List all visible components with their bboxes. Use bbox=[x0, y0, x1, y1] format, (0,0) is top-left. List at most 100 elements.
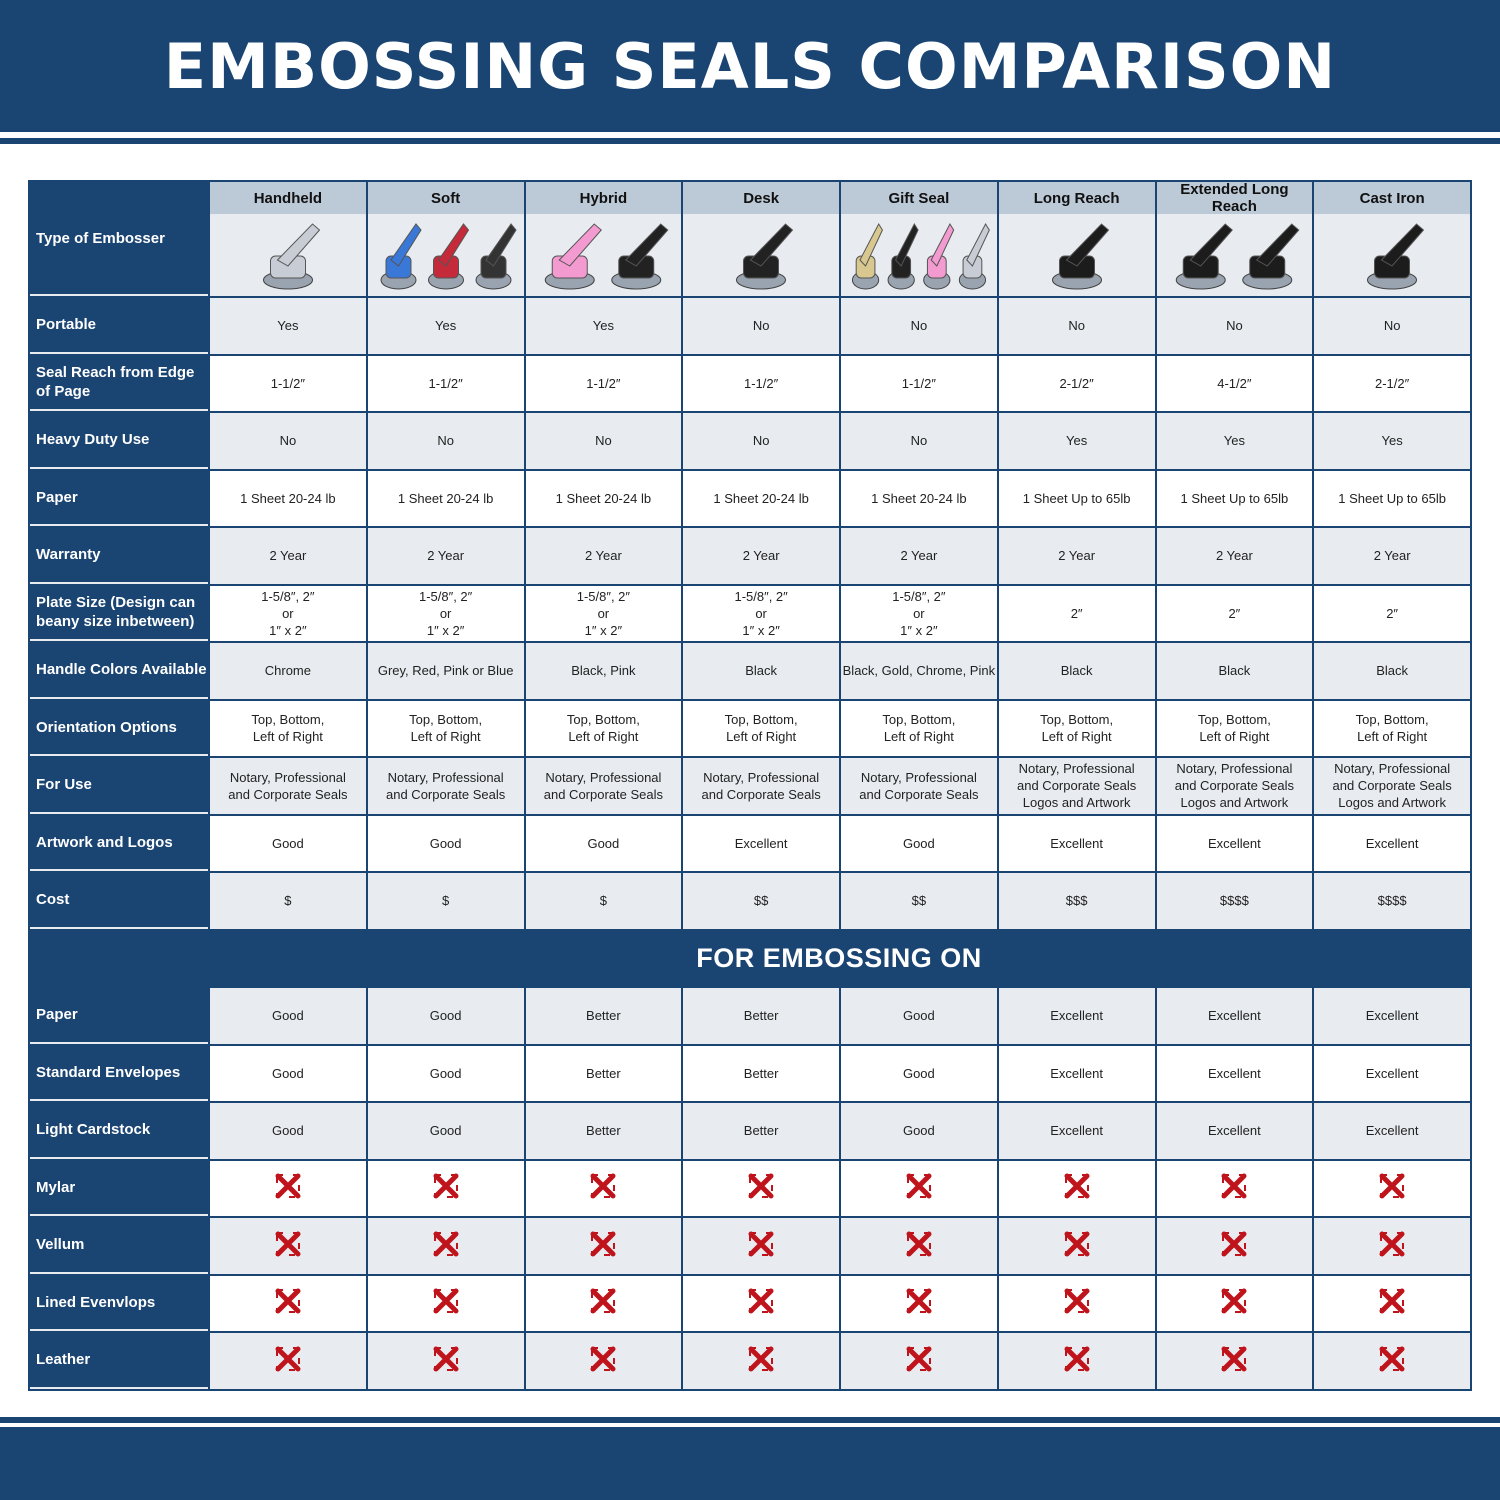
row-label: Cost bbox=[30, 873, 208, 929]
table-row: Cost $ $ $ $$ $$ $$$ $$$$ $$$$ bbox=[30, 871, 1470, 929]
red-x-icon bbox=[747, 1287, 775, 1319]
embosser-image bbox=[686, 214, 836, 296]
table-cell: 2″ bbox=[996, 585, 1155, 641]
table-cell: Excellent bbox=[996, 988, 1155, 1044]
table-cell: 1-5/8″, 2″ or 1″ x 2″ bbox=[208, 585, 366, 641]
table-cell: Good bbox=[365, 988, 524, 1044]
table-cell: 2 Year bbox=[1154, 528, 1313, 584]
table-cell: $$$ bbox=[996, 873, 1155, 929]
table-row: Paper 1 Sheet 20-24 lb 1 Sheet 20-24 lb 1 S… bbox=[30, 468, 1470, 526]
divider bbox=[0, 138, 1500, 144]
header-row: Type of Embosser Handheld Soft Hybrid Desk Gi… bbox=[30, 181, 1470, 296]
table-cell bbox=[681, 1160, 839, 1216]
table-cell: Good bbox=[365, 1045, 524, 1101]
embosser-image bbox=[213, 214, 363, 296]
red-x-icon bbox=[1063, 1345, 1091, 1377]
table-cell: Excellent bbox=[1154, 988, 1313, 1044]
table-row: Paper Good Good Better Better Good Excellent Ex… bbox=[30, 986, 1470, 1044]
row-label: Orientation Options bbox=[30, 700, 208, 756]
table-cell: Top, Bottom, Left of Right bbox=[523, 700, 682, 756]
red-x-icon bbox=[274, 1287, 302, 1319]
row-label: Lined Evenvlops bbox=[30, 1275, 208, 1331]
table-cell bbox=[365, 1333, 524, 1389]
table-cell: Excellent bbox=[681, 815, 839, 871]
table-cell: Notary, Professional and Corporate Seals bbox=[208, 758, 366, 814]
red-x-icon bbox=[905, 1287, 933, 1319]
column-name: Soft bbox=[367, 182, 524, 214]
table-cell: 1 Sheet 20-24 lb bbox=[839, 470, 997, 526]
column-name: Hybrid bbox=[525, 182, 682, 214]
column-header: Cast Iron bbox=[1312, 182, 1470, 296]
table-cell: 1-5/8″, 2″ or 1″ x 2″ bbox=[365, 585, 524, 641]
red-x-icon bbox=[905, 1345, 933, 1377]
red-x-icon bbox=[1378, 1345, 1406, 1377]
table-cell: No bbox=[523, 413, 682, 469]
table-cell: Black bbox=[1154, 643, 1313, 699]
table-cell bbox=[1312, 1218, 1470, 1274]
table-cell: Notary, Professional and Corporate Seals bbox=[523, 758, 682, 814]
table-cell: No bbox=[681, 413, 839, 469]
red-x-icon bbox=[905, 1230, 933, 1262]
red-x-icon bbox=[1220, 1230, 1248, 1262]
table-cell: $ bbox=[523, 873, 682, 929]
table-cell bbox=[523, 1275, 682, 1331]
table-cell bbox=[839, 1218, 997, 1274]
table-cell: Good bbox=[365, 1103, 524, 1159]
table-cell bbox=[1312, 1333, 1470, 1389]
table-cell bbox=[839, 1160, 997, 1216]
table-cell: $$$$ bbox=[1312, 873, 1470, 929]
table-cell: Excellent bbox=[1154, 815, 1313, 871]
table-cell bbox=[1312, 1160, 1470, 1216]
table-row: Seal Reach from Edge of Page 1-1/2″ 1-1/2″… bbox=[30, 353, 1470, 411]
table-cell: 2 Year bbox=[208, 528, 366, 584]
red-x-icon bbox=[274, 1345, 302, 1377]
row-label: Leather bbox=[30, 1333, 208, 1389]
table-cell: Excellent bbox=[1312, 1103, 1470, 1159]
table-row: Vellum bbox=[30, 1216, 1470, 1274]
column-name: Extended Long Reach bbox=[1156, 181, 1313, 215]
table-cell bbox=[365, 1218, 524, 1274]
table-cell: $ bbox=[208, 873, 366, 929]
row-label: Mylar bbox=[30, 1160, 208, 1216]
red-x-icon bbox=[1220, 1345, 1248, 1377]
row-label: Heavy Duty Use bbox=[30, 413, 208, 469]
row-label: Plate Size (Design can beany size inbetw… bbox=[30, 585, 208, 641]
row-label: Light Cardstock bbox=[30, 1103, 208, 1159]
table-cell bbox=[208, 1275, 366, 1331]
column-header: Extended Long Reach bbox=[1154, 181, 1313, 296]
embosser-image bbox=[1317, 214, 1467, 296]
embosser-image bbox=[1159, 214, 1309, 296]
table-cell bbox=[1154, 1218, 1313, 1274]
red-x-icon bbox=[747, 1230, 775, 1262]
row-label: Portable bbox=[30, 298, 208, 354]
row-label: Type of Embosser bbox=[30, 182, 208, 296]
table-cell: $$ bbox=[681, 873, 839, 929]
column-header: Hybrid bbox=[523, 182, 682, 296]
column-header: Handheld bbox=[208, 182, 366, 296]
table-cell bbox=[1154, 1333, 1313, 1389]
table-cell: Notary, Professional and Corporate Seals… bbox=[996, 758, 1155, 814]
table-cell: Good bbox=[365, 815, 524, 871]
table-cell: 1-5/8″, 2″ or 1″ x 2″ bbox=[681, 585, 839, 641]
table-cell: Yes bbox=[996, 413, 1155, 469]
column-header: Desk bbox=[681, 182, 839, 296]
table-cell: Notary, Professional and Corporate Seals bbox=[365, 758, 524, 814]
table-cell: Top, Bottom, Left of Right bbox=[365, 700, 524, 756]
table-cell bbox=[523, 1218, 682, 1274]
table-cell: $$ bbox=[839, 873, 997, 929]
column-header: Long Reach bbox=[996, 182, 1155, 296]
row-label: Paper bbox=[30, 470, 208, 526]
table-cell: Good bbox=[208, 1103, 366, 1159]
table-cell: Good bbox=[839, 815, 997, 871]
table-cell bbox=[1154, 1275, 1313, 1331]
table-cell: No bbox=[1154, 298, 1313, 354]
table-cell: Better bbox=[681, 1045, 839, 1101]
table-cell: Grey, Red, Pink or Blue bbox=[365, 643, 524, 699]
embosser-image bbox=[844, 214, 994, 296]
table-cell: Excellent bbox=[1154, 1103, 1313, 1159]
table-cell: Top, Bottom, Left of Right bbox=[996, 700, 1155, 756]
column-name: Desk bbox=[683, 182, 839, 214]
table-cell bbox=[1154, 1160, 1313, 1216]
table-cell bbox=[839, 1333, 997, 1389]
table-cell bbox=[996, 1275, 1155, 1331]
